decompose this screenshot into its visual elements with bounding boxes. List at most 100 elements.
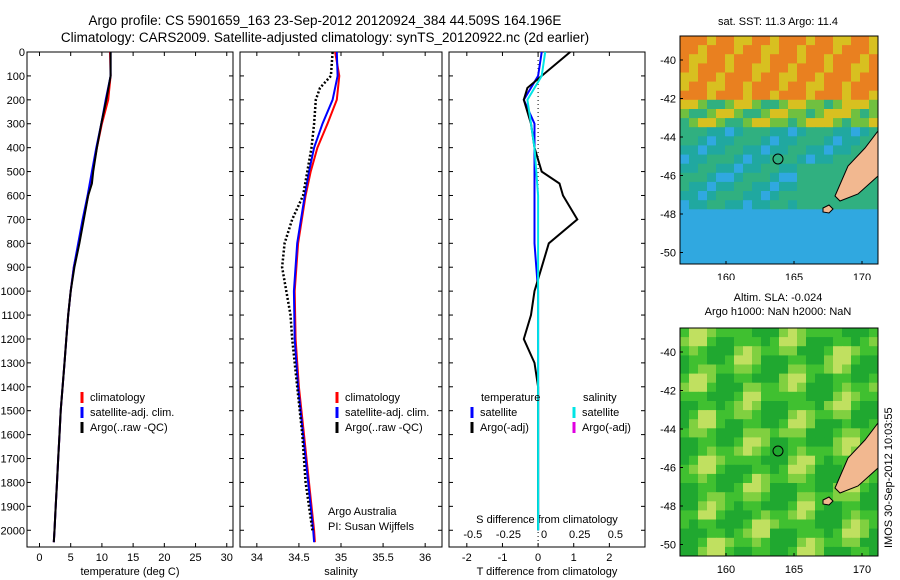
map-cell [842,373,852,384]
map-cell [824,364,834,375]
legend-label: satellite-adj. clim. [345,407,429,419]
map-y-tick-label: -46 [660,463,676,475]
map-cell [860,36,870,46]
map-cell [860,45,870,55]
map-cell [806,373,816,384]
map-cell [806,473,816,484]
map-cell [698,510,708,520]
map-cell [716,492,726,502]
map-cell [815,36,825,46]
map-cell [707,45,717,55]
map-cell [770,245,780,256]
map-cell [824,172,834,183]
map-cell [806,446,816,457]
panel-salinity: 34 34.5 35 35.5 36 salinity climatology satelli… [239,51,443,578]
map-cell [734,537,744,548]
map-cell [743,364,753,375]
map-cell [761,54,771,64]
map-cell [761,355,771,365]
map-cell [680,537,690,548]
map-cell [752,519,762,530]
map-cell [833,410,843,420]
map-cell [752,245,762,256]
map-cell [680,245,690,256]
map-cell [797,136,807,146]
map-cell [860,391,870,402]
map-cell [788,446,798,457]
map-cell [761,464,771,475]
map-cell [869,191,879,201]
map-cell [716,501,726,511]
map-cell [725,163,735,174]
map-cell [716,254,726,265]
x-tick-label: 2 [606,552,612,564]
map-cell [716,483,726,493]
legend-label: satellite-adj. clim. [90,407,174,419]
map-cell [788,401,798,411]
map-cell [698,127,708,137]
map-cell [689,401,699,411]
map-cell [815,519,825,530]
map-cell [689,373,699,384]
map-cell [689,109,699,119]
y-tick-label: 1800 [1,477,25,489]
map-cell [716,227,726,238]
map-cell [707,181,717,192]
map-cell [833,546,843,557]
map-cell [851,528,861,539]
map-cell [698,391,708,402]
map-cell [743,528,753,539]
map-cell [806,382,816,393]
y-tick-label: 1700 [1,454,25,466]
map-cell [797,483,807,493]
map-cell [689,328,699,338]
map-cell [824,464,834,475]
map-cell [860,419,870,429]
map-cell [716,81,726,92]
map-cell [716,90,726,101]
map-cell [806,355,816,365]
map-cell [761,81,771,92]
map-cell [707,90,717,101]
map-cell [815,428,825,438]
map-cell [734,501,744,511]
map-cell [797,90,807,101]
map-cell [833,236,843,247]
map-cell [725,337,735,347]
map-cell [788,145,798,155]
map-cell [716,145,726,155]
map-cell [743,136,753,146]
map-cell [761,364,771,375]
map-y-tick-label: -44 [660,132,676,144]
map-cell [725,136,735,146]
map-cell [761,181,771,192]
map-cell [797,510,807,520]
map-cell [743,519,753,530]
map-cell [860,218,870,228]
series-line-salinity-satellite [526,51,547,531]
map-cell [752,446,762,457]
map-cell [761,200,771,210]
legend-label: Argo(..raw -QC) [90,422,168,434]
map-cell [698,36,708,46]
map-cell [806,45,816,55]
map-cell [824,473,834,484]
map-cell [815,483,825,493]
map-cell [689,455,699,466]
s-tick-label: -0.25 [496,529,521,541]
map-cell [779,36,789,46]
map-cell [833,254,843,265]
map-cell [797,145,807,155]
map-cell [770,99,780,110]
map-cell [851,419,861,429]
map-cell [833,382,843,393]
map-cell [716,355,726,365]
map-cell [806,391,816,402]
map-cell [698,346,708,356]
map-cell [788,81,798,92]
map-cell [824,145,834,155]
map-cell [761,191,771,201]
map-cell [698,464,708,475]
map-cell [806,191,816,201]
map-cell [860,136,870,146]
